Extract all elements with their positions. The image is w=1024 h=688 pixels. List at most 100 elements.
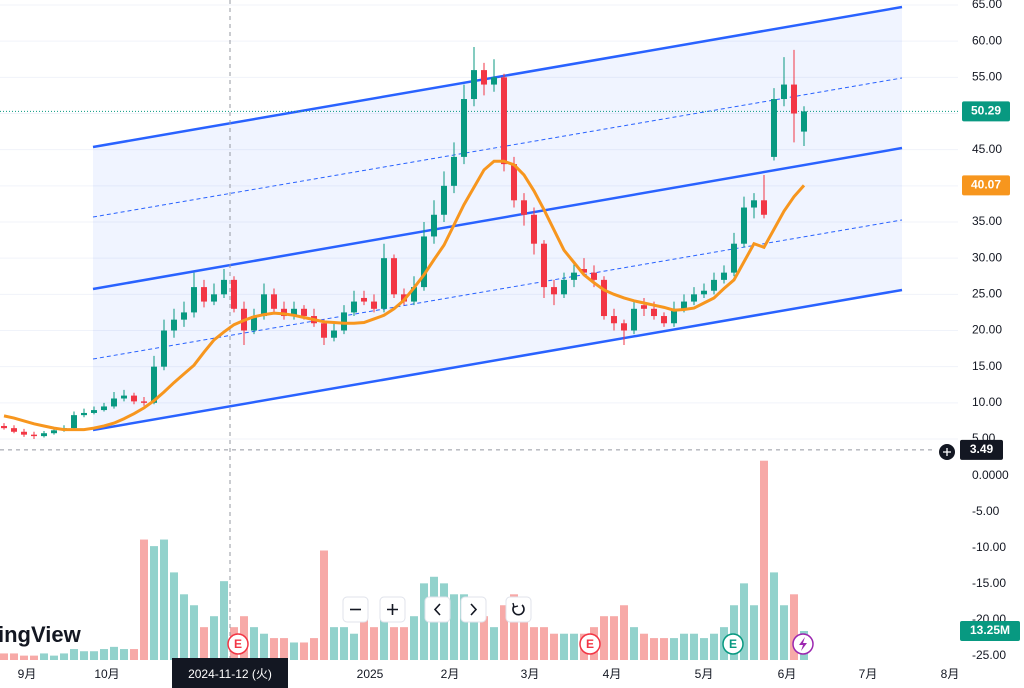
volume-last-label-box bbox=[960, 621, 1020, 641]
volume-bar bbox=[530, 627, 538, 660]
candle-body bbox=[591, 272, 597, 280]
volume-bar bbox=[60, 653, 68, 660]
x-tick-label: 10月 bbox=[94, 667, 119, 681]
candle-body bbox=[691, 294, 697, 302]
earnings-marker bbox=[227, 633, 249, 655]
candle-body bbox=[651, 308, 657, 317]
x-tick-label: 5月 bbox=[695, 667, 714, 681]
volume-bar bbox=[130, 649, 138, 660]
reset-icon bbox=[512, 604, 525, 616]
candle-body bbox=[511, 164, 517, 201]
y-tick-label: 10.00 bbox=[972, 395, 1002, 409]
candle-body bbox=[271, 294, 277, 309]
volume-bar bbox=[310, 638, 318, 660]
candle-body bbox=[341, 312, 347, 331]
volume-bar bbox=[210, 616, 218, 660]
candle-body bbox=[681, 301, 687, 309]
candle-body bbox=[71, 415, 77, 429]
y2-tick-label: -15.00 bbox=[972, 576, 1006, 590]
reset-button[interactable] bbox=[505, 596, 532, 623]
scroll-right-icon bbox=[470, 603, 478, 616]
y-tick-label: 55.00 bbox=[972, 70, 1002, 84]
reset-icon-arrow bbox=[512, 602, 519, 608]
volume-bar bbox=[480, 616, 488, 660]
candle-body bbox=[721, 272, 727, 280]
volume-bar bbox=[780, 605, 788, 660]
volume-bar bbox=[100, 649, 108, 660]
candle-body bbox=[781, 84, 787, 100]
candle-body bbox=[391, 258, 397, 295]
y-tick-label: 30.00 bbox=[972, 250, 1002, 264]
candle-body bbox=[321, 323, 327, 338]
candle-body bbox=[451, 156, 457, 186]
candle-body bbox=[611, 316, 617, 324]
candle-body bbox=[221, 279, 227, 295]
candle-body bbox=[441, 185, 447, 215]
candle-body bbox=[731, 243, 737, 273]
candle-body bbox=[151, 366, 157, 403]
candle-body bbox=[541, 243, 547, 288]
volume-bar bbox=[740, 583, 748, 660]
volume-bar bbox=[220, 581, 228, 660]
volume-bar bbox=[640, 633, 648, 660]
earnings-label: E bbox=[729, 637, 737, 651]
candle-body bbox=[561, 279, 567, 295]
candle-body bbox=[801, 111, 807, 132]
channel-line bbox=[92, 219, 903, 360]
volume-bar bbox=[730, 605, 738, 660]
crosshair-date-label: 2024-11-12 (火) bbox=[188, 667, 272, 681]
candle-body bbox=[481, 70, 487, 85]
candle-body bbox=[711, 279, 717, 291]
channel-line bbox=[92, 288, 903, 432]
candle-body bbox=[381, 258, 387, 309]
candle-body bbox=[641, 305, 647, 309]
volume-bar bbox=[410, 616, 418, 660]
candle-body bbox=[91, 410, 97, 413]
volume-bar bbox=[490, 627, 498, 660]
volume-bar bbox=[420, 583, 428, 660]
volume-bar bbox=[250, 627, 258, 660]
volume-bar bbox=[470, 605, 478, 660]
volume-bar bbox=[700, 638, 708, 660]
volume-bar bbox=[110, 646, 118, 660]
dividend-icon bbox=[799, 637, 807, 651]
volume-bar bbox=[500, 605, 508, 660]
volume-bar bbox=[120, 649, 128, 660]
candle-body bbox=[131, 395, 137, 402]
candle-body bbox=[51, 430, 57, 434]
volume-bar bbox=[300, 642, 308, 660]
volume-bar bbox=[390, 627, 398, 660]
scroll-left-button[interactable] bbox=[424, 596, 451, 623]
volume-bar bbox=[600, 616, 608, 660]
main-layer bbox=[0, 46, 807, 439]
candle-body bbox=[471, 70, 477, 100]
volume-bar bbox=[350, 633, 358, 660]
candle-body bbox=[201, 287, 207, 302]
volume-bar bbox=[20, 655, 28, 660]
candle-body bbox=[111, 398, 117, 407]
candle-body bbox=[581, 269, 587, 273]
volume-bar bbox=[170, 572, 178, 660]
volume-bar bbox=[340, 627, 348, 660]
volume-bar bbox=[360, 616, 368, 660]
candle-body bbox=[171, 319, 177, 331]
volume-bar bbox=[400, 627, 408, 660]
x-tick-label: 2月 bbox=[441, 667, 460, 681]
candle-body bbox=[231, 279, 237, 309]
x-tick-label: 9月 bbox=[18, 667, 37, 681]
volume-bar bbox=[650, 638, 658, 660]
candle-body bbox=[361, 297, 367, 302]
x-tick-label: 3月 bbox=[521, 667, 540, 681]
candle-body bbox=[161, 330, 167, 367]
x-tick-label: 2025 bbox=[357, 667, 384, 681]
candle-body bbox=[501, 77, 507, 165]
volume-bar bbox=[770, 572, 778, 660]
volume-bar bbox=[380, 605, 388, 660]
volume-bar bbox=[290, 642, 298, 660]
scroll-right-button[interactable] bbox=[460, 596, 487, 623]
y-tick-label: 20.00 bbox=[972, 323, 1002, 337]
toolbar bbox=[342, 596, 532, 623]
y-tick-label: 35.00 bbox=[972, 214, 1002, 228]
